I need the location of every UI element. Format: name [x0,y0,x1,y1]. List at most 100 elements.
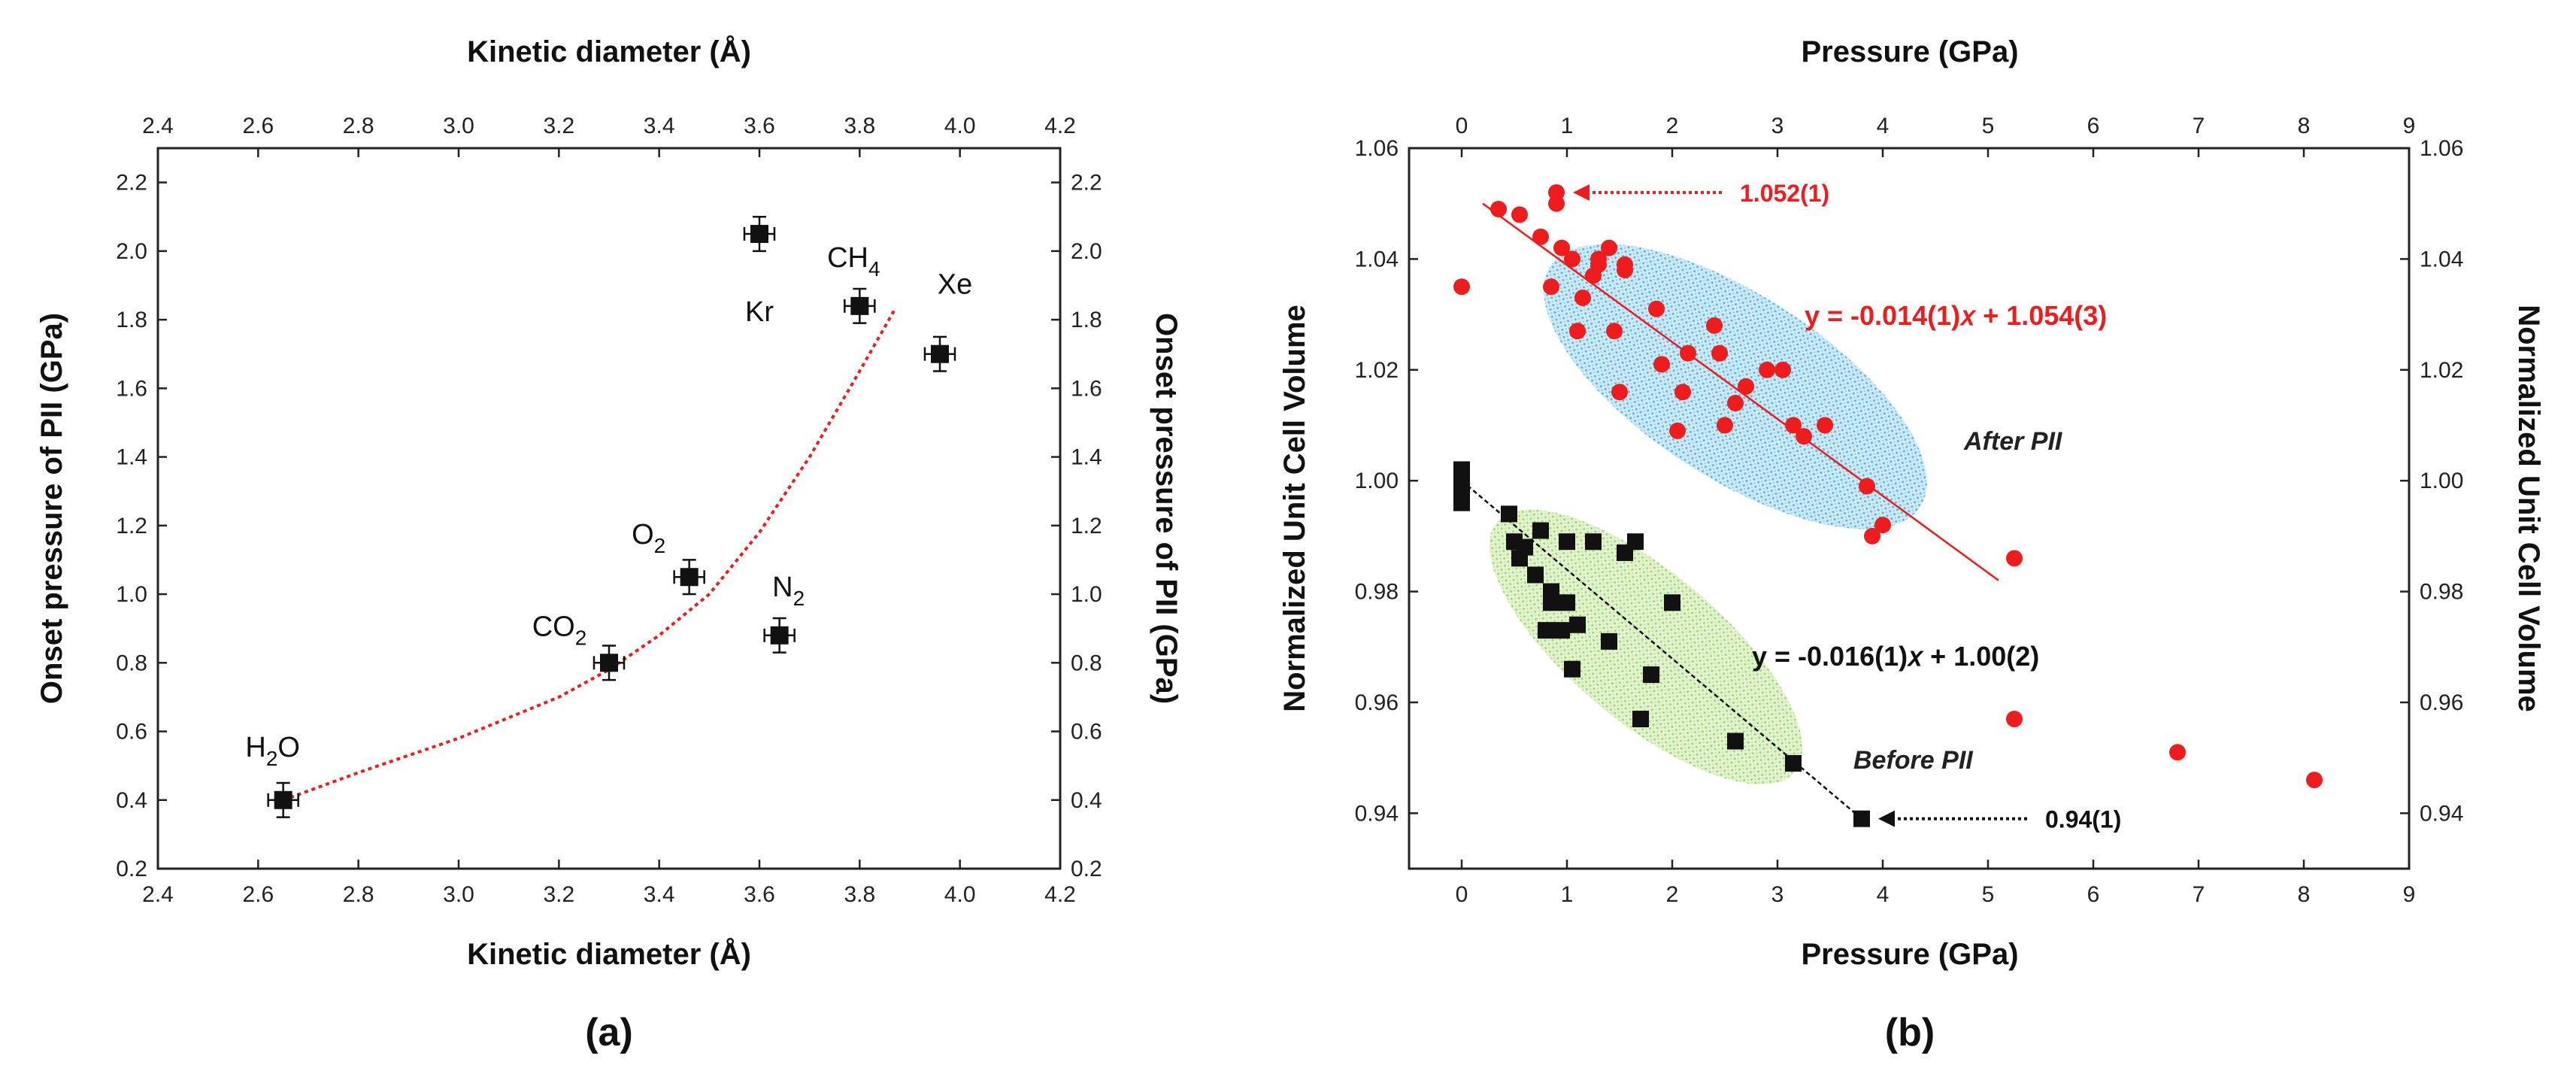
panel-b-x-tick-label-top: 8 [2298,114,2311,138]
panel-a-left-ylabel: Onset pressure of PII (GPa) [35,313,68,704]
panel-a-points: H2O CO2 O2 N2 Kr CH4 Xe [245,215,972,818]
panel-b-x-tick-label-bottom: 0 [1456,882,1468,907]
panel-b-x-tick-label-bottom: 5 [1982,882,1995,907]
panel-b: 0 0 1 1 2 2 3 3 4 4 5 5 6 6 7 7 8 8 9 9 0.94 0.94 0.96 0.96 0.98… [1278,35,2545,1054]
after-pii-point [1653,356,1670,373]
before-pii-region-ellipse [1489,509,1803,785]
panel-a-y-tick-label-left: 1.4 [116,445,147,470]
panel-b-x-tick-label-top: 9 [2403,114,2416,138]
panel-a-x-tick-label-bottom: 3.0 [443,882,474,907]
after-pii-point [1648,300,1665,317]
point-label: O2 [632,519,665,557]
panel-a-y-tick-label-right: 1.2 [1071,514,1102,538]
panel-a-y-tick-label-right: 0.8 [1071,651,1102,675]
panel-b-y-tick-label-left: 1.00 [1355,469,1399,493]
panel-b-x-tick-label-top: 7 [2193,114,2205,138]
panel-b-x-tick-label-bottom: 2 [1666,882,1679,907]
panel-b-points [1453,184,2323,827]
after-pii-equation: y = -0.014(1)𝑥 + 1.054(3) [1805,300,2107,331]
before-pii-point [1643,666,1659,684]
before-pii-point [1453,494,1470,511]
panel-b-y-tick-label-right: 1.04 [2420,247,2463,272]
panel-b-y-tick-label-left: 0.98 [1355,580,1399,605]
panel-a-y-tick-label-left: 0.2 [116,857,147,881]
before-pii-point [1527,566,1544,584]
after-pii-point [1606,323,1623,340]
panel-b-y-tick-label-right: 1.00 [2420,469,2463,493]
panel-a-x-tick-label-top: 3.6 [744,114,775,138]
after-pii-label: After PII [1963,427,2063,456]
panel-a-y-tick-label-left: 0.6 [116,720,147,745]
before-pii-point [1785,754,1802,772]
after-pii-point [1617,262,1633,279]
before-pii-point [1569,616,1586,633]
panel-b-x-tick-label-bottom: 1 [1561,882,1574,907]
panel-a-plot-frame [156,147,1062,870]
panel-a-x-tick-label-top: 4.0 [944,114,976,138]
after-pii-point [1548,195,1565,212]
panel-a-x-tick-label-bottom: 4.2 [1044,882,1076,907]
panel-b-bottom-xlabel: Pressure (GPa) [1801,938,2018,971]
panel-a-x-tick-label-bottom: 3.8 [844,882,875,907]
panel-a-y-tick-label-left: 1.8 [116,308,147,332]
panel-b-x-tick-label-bottom: 8 [2298,882,2311,907]
before-pii-point [1501,505,1517,523]
after-pii-point [1590,250,1607,268]
before-pii-point [1601,633,1617,650]
panel-b-y-tick-label-right: 0.94 [2420,801,2463,826]
after-pii-point [1611,384,1628,401]
after-pii-point [2306,772,2323,789]
annotation-arrow-head [1878,810,1895,827]
point-label: Kr [745,296,774,328]
panel-a-y-tick-label-right: 0.6 [1071,720,1102,745]
panel-b-y-tick-label-right: 1.06 [2420,136,2463,161]
panel-b-y-tick-label-right: 0.98 [2420,580,2463,605]
annotation-value-label: 1.052(1) [1740,180,1829,207]
panel-b-left-ylabel: Normalized Unit Cell Volume [1278,305,1311,712]
panel-a-y-tick-label-right: 1.0 [1071,582,1102,607]
before-pii-point [1532,522,1549,539]
point-label: H2O [245,732,300,770]
after-pii-point [1785,417,1802,434]
data-point-square [850,296,869,315]
panel-b-y-tick-label-left: 1.06 [1355,136,1399,161]
panel-a-y-tick-label-right: 2.0 [1071,239,1102,264]
panel-b-x-tick-label-top: 6 [2087,114,2100,138]
after-pii-point [2169,744,2186,761]
data-point-square [600,654,618,672]
panel-a-x-tick-label-top: 3.0 [443,114,474,138]
panel-b-x-tick-label-top: 2 [1666,114,1679,138]
after-pii-point [1532,228,1549,245]
panel-a-x-tick-label-bottom: 2.6 [242,882,274,907]
after-pii-point [1864,527,1880,545]
point-label: N2 [772,572,805,610]
after-pii-point [1817,417,1833,434]
panel-b-x-tick-label-top: 4 [1877,114,1890,138]
panel-a-caption: (a) [585,1011,633,1054]
after-pii-point [1511,206,1528,223]
panel-a-x-tick-label-bottom: 2.8 [343,882,374,907]
panel-a-x-tick-label-bottom: 3.6 [744,882,775,907]
after-pii-point [1717,417,1733,434]
before-pii-point [1553,622,1570,639]
panel-a-x-tick-label-top: 3.8 [844,114,875,138]
panel-a-x-tick-label-top: 2.8 [343,114,374,138]
before-pii-point [1564,660,1580,678]
panel-b-x-tick-label-bottom: 7 [2193,882,2205,907]
panel-b-x-tick-label-bottom: 3 [1771,882,1784,907]
panel-a-axes: 2.4 2.4 2.6 2.6 2.8 2.8 3.0 3.0 3.2 3.2 3.4 3.4 3.6 3… [116,114,1102,907]
after-pii-point [2006,550,2023,567]
panel-a-y-tick-label-right: 0.4 [1071,788,1102,813]
panel-a-bottom-xlabel: Kinetic diameter (Å) [467,937,751,971]
panel-a-y-tick-label-left: 0.8 [116,651,147,675]
panel-a-x-tick-label-bottom: 2.4 [142,882,174,907]
after-pii-point [1796,428,1812,445]
panel-a-x-tick-label-top: 2.6 [242,114,274,138]
panel-a-y-tick-label-left: 1.6 [116,376,147,401]
panel-b-axes: 0 0 1 1 2 2 3 3 4 4 5 5 6 6 7 7 8 8 9 9 0.94 0.94 0.96 0.96 0.98… [1355,114,2464,907]
panel-b-x-tick-label-top: 0 [1456,114,1468,138]
panel-b-x-tick-label-top: 3 [1771,114,1784,138]
after-pii-point [1706,317,1723,334]
point-label: Xe [938,269,972,301]
